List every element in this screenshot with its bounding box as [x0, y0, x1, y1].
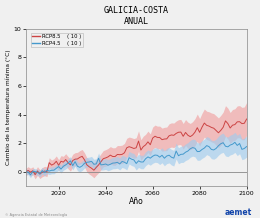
X-axis label: Año: Año: [129, 197, 144, 206]
Text: © Agencia Estatal de Meteorología: © Agencia Estatal de Meteorología: [5, 213, 67, 217]
Y-axis label: Cambio de la temperatura mínima (°C): Cambio de la temperatura mínima (°C): [5, 50, 11, 165]
Text: aemet: aemet: [225, 208, 252, 217]
Title: GALICIA-COSTA
ANUAL: GALICIA-COSTA ANUAL: [104, 5, 169, 26]
Legend: RCP8.5    ( 10 ), RCP4.5    ( 10 ): RCP8.5 ( 10 ), RCP4.5 ( 10 ): [31, 33, 83, 47]
